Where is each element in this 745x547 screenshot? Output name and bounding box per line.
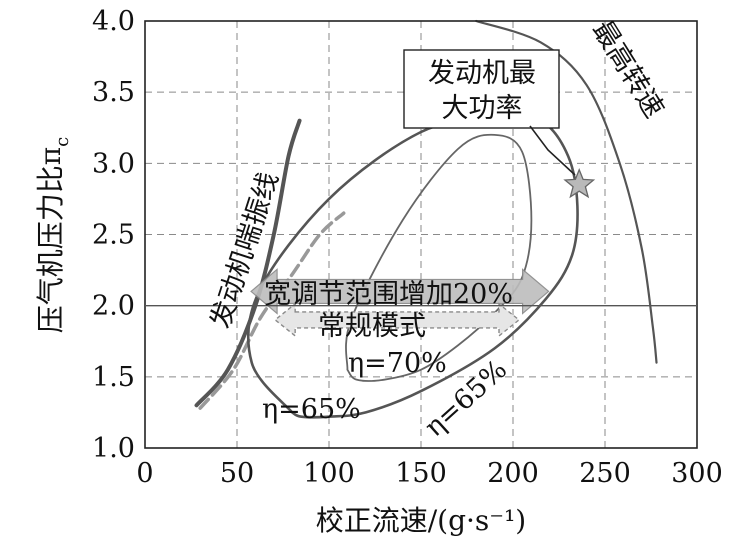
y-axis-title: 压气机压力比πc (34, 137, 73, 334)
surge-line-solid (194, 118, 302, 408)
x-tick-label: 200 (487, 458, 539, 489)
plot-frame (144, 20, 698, 449)
wide-range-arrow-body (250, 268, 550, 315)
max-power-label-line1: 发动机最 (428, 58, 536, 89)
y-tick-label: 3.0 (92, 148, 135, 179)
max-power-star-marker (563, 167, 596, 199)
x-axis-title: 校正流速/(g·s⁻¹) (316, 504, 526, 537)
y-tick-labels: 1.0 1.5 2.0 2.5 3.0 3.5 4.0 (92, 6, 135, 464)
normal-mode-arrow-body (274, 302, 521, 338)
wide-range-arrow (250, 268, 550, 315)
wide-range-label: 宽调节范围增加20% (264, 279, 513, 310)
x-tick-label: 0 (136, 458, 153, 489)
y-axis-title-subscript: c (52, 137, 73, 147)
normal-mode-arrow (274, 302, 521, 338)
y-tick-label: 4.0 (92, 6, 135, 37)
y-tick-label: 1.5 (92, 362, 135, 393)
x-tick-label: 250 (579, 458, 631, 489)
normal-mode-label: 常规模式 (318, 311, 426, 342)
x-tick-label: 50 (220, 458, 254, 489)
y-tick-label: 3.5 (92, 77, 135, 108)
max-power-label-box (403, 49, 560, 129)
eta65-left-label: η=65% (262, 394, 361, 425)
y-tick-label: 2.0 (92, 291, 135, 322)
eta70-contour (345, 133, 533, 382)
max-power-leader-line (529, 125, 576, 176)
max-power-label-line2: 大功率 (442, 93, 523, 124)
x-tick-label: 300 (671, 458, 723, 489)
x-tick-label: 150 (395, 458, 447, 489)
x-tick-labels: 0 50 100 150 200 250 300 (136, 458, 722, 489)
y-tick-label: 1.0 (92, 433, 135, 464)
eta70-label: η=70% (348, 348, 447, 379)
x-tick-label: 100 (303, 458, 355, 489)
max-speed-line (475, 19, 658, 364)
y-tick-label: 2.5 (92, 220, 135, 251)
